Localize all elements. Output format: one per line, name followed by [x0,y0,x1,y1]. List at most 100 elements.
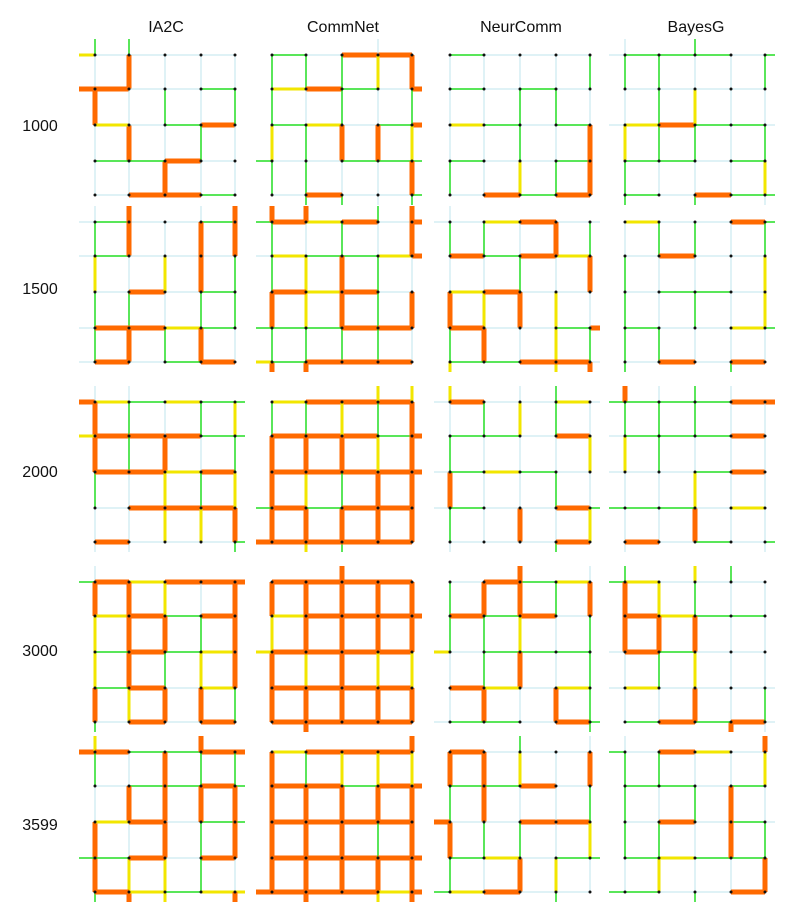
intersection [376,193,380,197]
intersection [657,123,661,127]
intersection [410,820,414,824]
intersection [693,326,697,330]
intersection [340,820,344,824]
intersection [163,650,167,654]
intersection [763,254,767,258]
intersection [410,360,414,364]
intersection [518,540,522,544]
intersection [340,360,344,364]
intersection [340,784,344,788]
intersection [233,254,237,258]
intersection [729,254,733,258]
intersection [623,856,627,860]
intersection [233,580,237,584]
intersection [623,580,627,584]
intersection [482,720,486,724]
intersection [729,580,733,584]
intersection [127,856,131,860]
intersection [448,326,452,330]
intersection [163,750,167,754]
intersection [448,434,452,438]
intersection [518,400,522,404]
intersection [482,360,486,364]
row-label: 1500 [22,281,58,298]
intersection [304,193,308,197]
intersection [376,540,380,544]
intersection [588,159,592,163]
intersection [233,686,237,690]
intersection [482,856,486,860]
intersection [588,720,592,724]
intersection [233,506,237,510]
intersection [270,360,274,364]
intersection [340,434,344,438]
intersection [518,750,522,754]
intersection [657,470,661,474]
intersection [763,53,767,57]
row-label: 3000 [22,643,58,660]
column-header: CommNet [307,19,380,36]
intersection [163,720,167,724]
intersection [304,53,308,57]
intersection [482,159,486,163]
intersection [623,53,627,57]
intersection [410,53,414,57]
intersection [410,856,414,860]
intersection [554,220,558,224]
intersection [588,326,592,330]
intersection [763,784,767,788]
intersection [518,506,522,510]
intersection [127,820,131,824]
intersection [657,580,661,584]
intersection [199,87,203,91]
intersection [554,686,558,690]
intersection [127,540,131,544]
intersection [199,540,203,544]
network-cell [256,206,422,372]
intersection [554,193,558,197]
intersection [304,650,308,654]
intersection [340,614,344,618]
intersection [233,400,237,404]
intersection [93,784,97,788]
intersection [127,400,131,404]
intersection [623,784,627,788]
intersection [270,650,274,654]
intersection [340,87,344,91]
intersection [482,650,486,654]
intersection [518,193,522,197]
intersection [233,750,237,754]
intersection [233,614,237,618]
intersection [693,650,697,654]
intersection [657,254,661,258]
intersection [163,400,167,404]
intersection [448,360,452,364]
intersection [376,53,380,57]
intersection [554,506,558,510]
intersection [482,890,486,894]
intersection [693,890,697,894]
intersection [163,220,167,224]
intersection [127,890,131,894]
intersection [163,123,167,127]
intersection [729,856,733,860]
intersection [93,326,97,330]
intersection [448,614,452,618]
intersection [729,614,733,618]
intersection [376,400,380,404]
intersection [163,614,167,618]
intersection [657,53,661,57]
intersection [270,123,274,127]
intersection [588,506,592,510]
intersection [763,87,767,91]
intersection [693,820,697,824]
intersection [657,159,661,163]
intersection [518,650,522,654]
intersection [657,856,661,860]
intersection [270,720,274,724]
intersection [693,87,697,91]
intersection [518,254,522,258]
intersection [270,434,274,438]
intersection [554,650,558,654]
